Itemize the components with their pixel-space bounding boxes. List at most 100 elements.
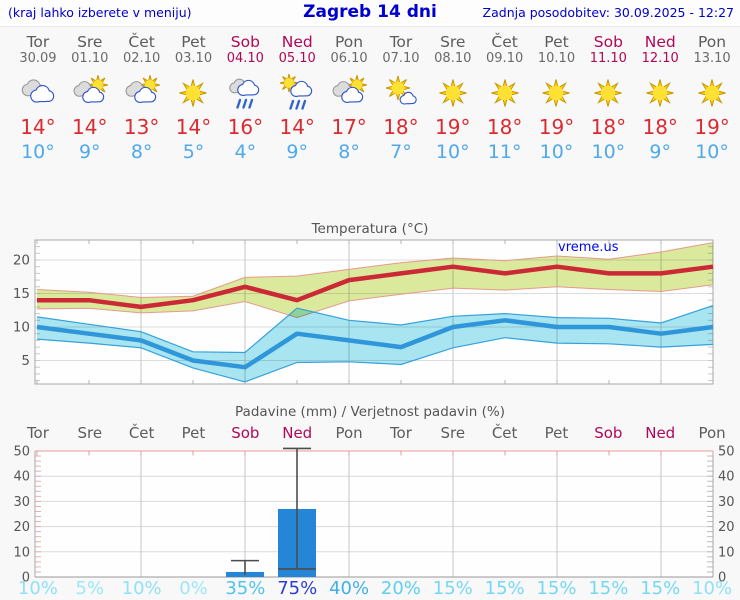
sunny-icon [433, 73, 473, 113]
watermark-link[interactable]: vreme.us [558, 240, 619, 255]
day-name-label: Sob [593, 33, 623, 51]
axis-tick-label: 0 [718, 571, 726, 586]
day-date-label: 03.10 [174, 51, 213, 66]
precip-day-label: Pon [335, 424, 363, 442]
axis-tick-label: 10 [718, 545, 735, 560]
day-date-label: 12.10 [641, 51, 679, 66]
high-temp-label: 19° [435, 115, 471, 139]
day-name-label: Pon [698, 33, 727, 51]
day-date-label: 09.10 [486, 51, 524, 66]
axis-tick-label: 5 [21, 353, 30, 369]
low-temp-label: 9° [78, 141, 101, 163]
sunny-icon [588, 73, 628, 113]
precip-day-label: Sre [77, 424, 103, 442]
forecast-day-column: Pon 13.10 19° 10° [686, 31, 738, 165]
day-date-label: 06.10 [330, 51, 368, 66]
high-temp-label: 18° [383, 115, 419, 139]
axis-tick-label: 50 [13, 445, 30, 460]
precip-probability-label: 15% [484, 578, 525, 599]
high-temp-label: 19° [538, 115, 575, 139]
axis-tick-label: 40 [13, 470, 30, 485]
precip-day-label: Čet [128, 424, 155, 442]
low-temp-label: 9° [286, 141, 308, 163]
forecast-day-column: Sre 01.10 14° 9° [64, 31, 116, 165]
low-temp-label: 5° [182, 141, 205, 163]
forecast-day-column: Čet 09.10 18° 11° [479, 31, 531, 165]
partly-cloudy-icon [329, 73, 369, 113]
high-temp-label: 14° [20, 115, 56, 139]
axis-tick-label: 30 [718, 495, 735, 510]
forecast-day-column: Ned 05.10 14° 9° [271, 31, 323, 165]
high-temp-label: 18° [642, 115, 678, 139]
day-name-label: Pet [181, 33, 206, 51]
sunny-icon [692, 73, 732, 113]
precip-day-label: Tor [26, 424, 49, 442]
day-name-label: Ned [644, 33, 676, 51]
day-name-label: Pon [335, 33, 364, 51]
precip-probability-label: 15% [536, 578, 577, 599]
day-date-label: 05.10 [278, 51, 316, 66]
low-temp-label: 10° [695, 141, 729, 163]
high-temp-label: 18° [590, 115, 627, 139]
precip-day-label: Pon [698, 424, 726, 442]
forecast-day-column: Sre 08.10 19° 10° [427, 31, 479, 165]
high-temp-label: 19° [694, 115, 730, 139]
precip-day-label: Pet [544, 424, 569, 442]
precip-probability-label: 15% [588, 578, 629, 599]
precip-probability-row: 10% 5% 10% 0% 35% 75% 40% 20% 15% 15% 15% 15% 15% 10% [12, 578, 738, 599]
sunny-icon [640, 73, 680, 113]
forecast-day-column: Pon 06.10 17° 8° [323, 31, 375, 165]
precip-probability-label: 10% [692, 578, 733, 599]
precip-probability-label: 5% [75, 578, 105, 599]
partly-cloudy-icon [70, 73, 110, 113]
low-temp-label: 8° [338, 141, 360, 163]
precip-day-label: Sob [594, 424, 623, 442]
day-name-label: Tor [389, 33, 413, 51]
forecast-day-column: Tor 30.09 14° 10° [12, 31, 64, 165]
day-date-label: 10.10 [537, 51, 576, 66]
axis-tick-label: 30 [13, 495, 30, 510]
forecast-strip: Tor 30.09 14° 10° Sre 01.10 14° 9° Čet 02.10 13° 8°… [12, 31, 738, 165]
precip-probability-label: 75% [277, 578, 318, 599]
precip-probability-label: 20% [380, 578, 421, 599]
precip-day-label: Sre [440, 424, 466, 442]
low-temp-label: 10° [539, 141, 574, 163]
precip-day-label: Čet [491, 424, 518, 442]
high-temp-label: 16° [227, 115, 264, 139]
precip-probability-label: 40% [329, 578, 370, 599]
high-temp-label: 14° [175, 115, 212, 139]
day-name-label: Čet [128, 33, 155, 51]
low-temp-label: 7° [390, 141, 412, 163]
forecast-day-column: Tor 07.10 18° 7° [375, 31, 427, 165]
menu-hint-text: (kraj lahko izberete v meniju) [8, 5, 192, 20]
axis-tick-label: 20 [13, 253, 30, 269]
sun-rain-icon [277, 73, 317, 113]
precip-probability-label: 35% [225, 578, 266, 599]
low-temp-label: 9° [649, 141, 671, 163]
precipitation-chart: 0 0 10 10 20 20 30 30 40 40 50 50 [13, 445, 735, 586]
temperature-chart: 5 10 15 20 [13, 239, 714, 385]
day-date-label: 04.10 [226, 51, 264, 66]
day-name-label: Sob [230, 33, 260, 51]
last-update-text: Zadnja posodobitev: 30.09.2025 - 12:27 [482, 5, 734, 20]
precip-day-label: Tor [389, 424, 412, 442]
sunny-icon [173, 73, 213, 113]
low-temp-label: 10° [21, 141, 55, 163]
low-temp-label: 8° [130, 141, 153, 163]
low-temp-label: 10° [591, 141, 626, 163]
day-date-label: 08.10 [434, 51, 472, 66]
forecast-day-column: Sob 04.10 16° 4° [219, 31, 271, 165]
precip-day-label: Sob [231, 424, 260, 442]
day-name-label: Tor [26, 33, 50, 51]
day-date-label: 01.10 [71, 51, 109, 66]
precip-probability-label: 10% [121, 578, 162, 599]
high-temp-label: 14° [279, 115, 315, 139]
day-date-label: 07.10 [382, 51, 420, 66]
precip-day-label: Ned [645, 424, 676, 442]
page-title: Zagreb 14 dni [303, 2, 437, 22]
axis-tick-label: 20 [13, 520, 30, 535]
sunny-icon [485, 73, 525, 113]
low-temp-label: 11° [487, 141, 522, 163]
mostly-sunny-icon [381, 73, 421, 113]
forecast-day-column: Pet 10.10 19° 10° [531, 31, 583, 165]
